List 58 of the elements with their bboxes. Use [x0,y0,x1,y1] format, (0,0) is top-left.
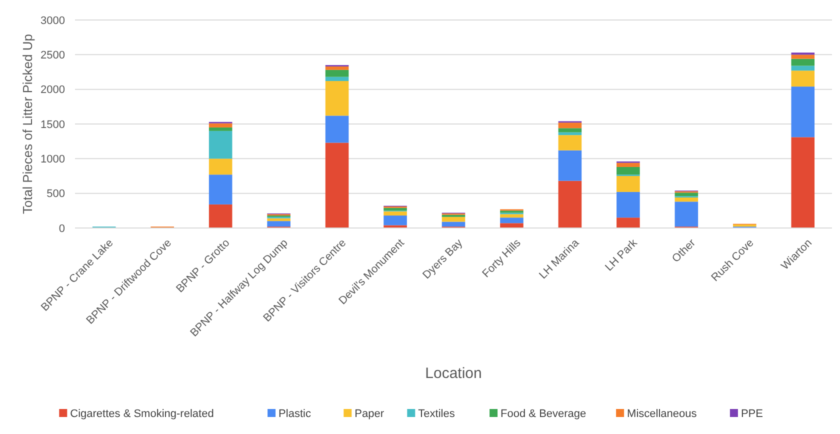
y-axis-title: Total Pieces of Litter Picked Up [20,34,35,214]
bar [325,76,349,82]
legend-label: Paper [354,408,384,420]
bar [384,211,407,216]
bar [558,128,582,132]
bar [616,192,640,218]
bar [616,162,640,167]
bar [267,221,290,227]
bar [208,204,232,228]
bar [442,216,466,222]
bar [325,116,349,143]
bar [384,216,407,226]
bar [384,208,407,211]
bar [558,122,582,128]
y-tick-label: 2000 [40,84,65,96]
bar [500,223,524,228]
bar [791,137,815,228]
bar [674,192,698,196]
y-tick-label: 0 [58,222,65,235]
bar [325,81,349,116]
bar [791,66,815,71]
y-tick-label: 2500 [40,50,65,62]
bar [616,166,640,175]
legend-label: Cigarettes & Smoking-related [70,408,214,420]
legend-label: Food & Beverage [500,408,586,420]
bar [325,70,349,77]
y-tick-label: 500 [46,188,65,200]
bar [208,174,232,204]
y-tick-label: 3000 [40,14,65,27]
bar [674,197,698,202]
bar [208,130,232,159]
bar [674,202,698,227]
bar [208,158,232,175]
bar [267,218,290,222]
bar [500,218,524,224]
bar [558,180,582,228]
bar [384,225,407,228]
bar [442,222,466,227]
y-tick-label: 1500 [40,118,65,131]
bar [791,54,815,59]
bar [791,86,815,138]
bar [558,135,582,150]
bar [325,66,349,70]
bar [791,70,815,87]
bar [325,142,349,228]
legend-label: Miscellaneous [627,408,698,420]
bar [208,123,232,128]
bar [208,127,232,131]
y-tick-label: 1000 [40,154,65,166]
legend-label: PPE [740,408,763,420]
bar [558,150,582,181]
bar [500,214,524,218]
x-axis-title: Location [425,365,482,382]
bar [791,58,815,66]
bar [616,176,640,192]
legend-label: Textiles [418,408,456,420]
legend-label: Plastic [278,408,312,420]
bar [616,218,640,228]
